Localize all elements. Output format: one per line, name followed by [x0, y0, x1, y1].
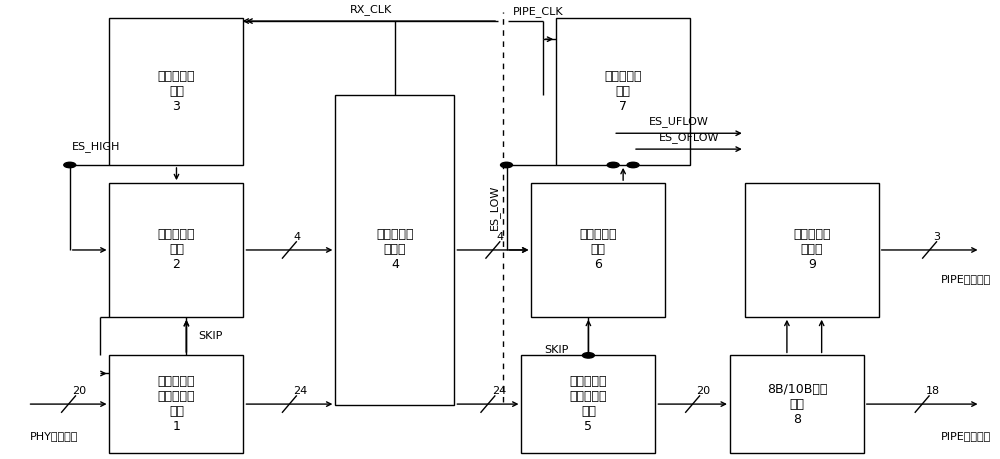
Text: 20: 20 [697, 386, 711, 397]
Text: PIPE_CLK: PIPE_CLK [513, 6, 564, 17]
Text: ES_HIGH: ES_HIGH [72, 141, 120, 152]
Text: 写指针控制
模块
2: 写指针控制 模块 2 [158, 229, 195, 271]
Text: 读深度计算
模块
7: 读深度计算 模块 7 [604, 70, 642, 113]
Bar [109, 355, 243, 453]
Bar [109, 183, 243, 317]
Text: 8B/10B解码
模块
8: 8B/10B解码 模块 8 [767, 383, 827, 425]
Text: 4: 4 [497, 232, 504, 242]
Text: 3: 3 [934, 232, 941, 242]
Circle shape [501, 162, 512, 168]
Bar [109, 17, 243, 165]
Text: PHY接收数据: PHY接收数据 [30, 431, 78, 441]
Circle shape [607, 162, 619, 168]
Text: PIPE接收状态: PIPE接收状态 [940, 274, 991, 285]
Text: 接收状态产
生模块
9: 接收状态产 生模块 9 [793, 229, 830, 271]
Text: 弹性缓冲区
存储器
4: 弹性缓冲区 存储器 4 [376, 229, 414, 271]
Text: 读数据和数
据标志产生
模块
5: 读数据和数 据标志产生 模块 5 [570, 375, 607, 433]
Text: 4: 4 [293, 232, 300, 242]
Text: 24: 24 [293, 386, 308, 397]
Circle shape [582, 353, 594, 358]
Text: 18: 18 [926, 386, 940, 397]
Bar [730, 355, 864, 453]
Text: PIPE接收数据: PIPE接收数据 [940, 431, 991, 441]
Bar [335, 95, 454, 405]
Text: SKIP: SKIP [544, 345, 569, 355]
Bar [521, 355, 655, 453]
Text: 写数据和数
据标志产生
模块
1: 写数据和数 据标志产生 模块 1 [158, 375, 195, 433]
Bar [745, 183, 879, 317]
Bar [531, 183, 665, 317]
Circle shape [627, 162, 639, 168]
Text: 写深度计算
模块
3: 写深度计算 模块 3 [158, 70, 195, 113]
Bar [556, 17, 690, 165]
Text: SKIP: SKIP [198, 331, 223, 341]
Text: ES_LOW: ES_LOW [489, 185, 500, 230]
Text: ES_OFLOW: ES_OFLOW [659, 132, 719, 143]
Text: RX_CLK: RX_CLK [350, 4, 392, 15]
Text: 24: 24 [492, 386, 506, 397]
Text: 读指针控制
模块
6: 读指针控制 模块 6 [580, 229, 617, 271]
Text: 20: 20 [73, 386, 87, 397]
Text: ES_UFLOW: ES_UFLOW [649, 117, 709, 127]
Circle shape [64, 162, 76, 168]
